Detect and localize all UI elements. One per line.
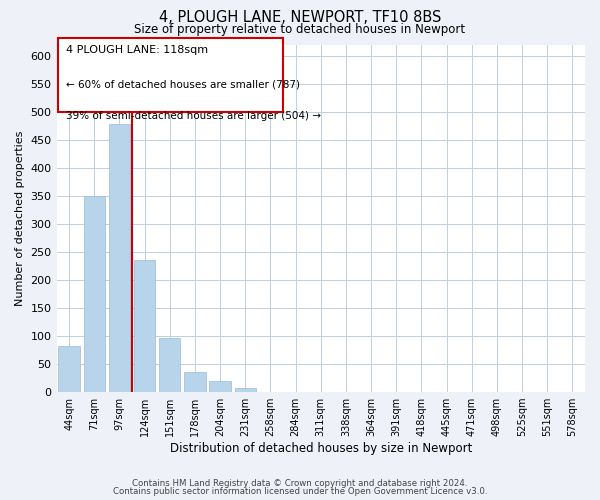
- Bar: [109, 124, 130, 392]
- Text: Contains public sector information licensed under the Open Government Licence v3: Contains public sector information licen…: [113, 488, 487, 496]
- Bar: [159, 338, 181, 392]
- Text: ← 60% of detached houses are smaller (787): ← 60% of detached houses are smaller (78…: [66, 80, 300, 90]
- X-axis label: Distribution of detached houses by size in Newport: Distribution of detached houses by size …: [170, 442, 472, 455]
- Y-axis label: Number of detached properties: Number of detached properties: [15, 131, 25, 306]
- Text: 39% of semi-detached houses are larger (504) →: 39% of semi-detached houses are larger (…: [66, 111, 321, 121]
- Text: 4 PLOUGH LANE: 118sqm: 4 PLOUGH LANE: 118sqm: [66, 45, 208, 55]
- Text: 4, PLOUGH LANE, NEWPORT, TF10 8BS: 4, PLOUGH LANE, NEWPORT, TF10 8BS: [159, 10, 441, 25]
- Text: Size of property relative to detached houses in Newport: Size of property relative to detached ho…: [134, 22, 466, 36]
- Bar: [209, 382, 231, 392]
- Bar: [235, 388, 256, 392]
- Text: Contains HM Land Registry data © Crown copyright and database right 2024.: Contains HM Land Registry data © Crown c…: [132, 478, 468, 488]
- FancyBboxPatch shape: [58, 38, 283, 112]
- Bar: [83, 196, 105, 392]
- Bar: [134, 260, 155, 392]
- Bar: [184, 372, 206, 392]
- Bar: [58, 346, 80, 392]
